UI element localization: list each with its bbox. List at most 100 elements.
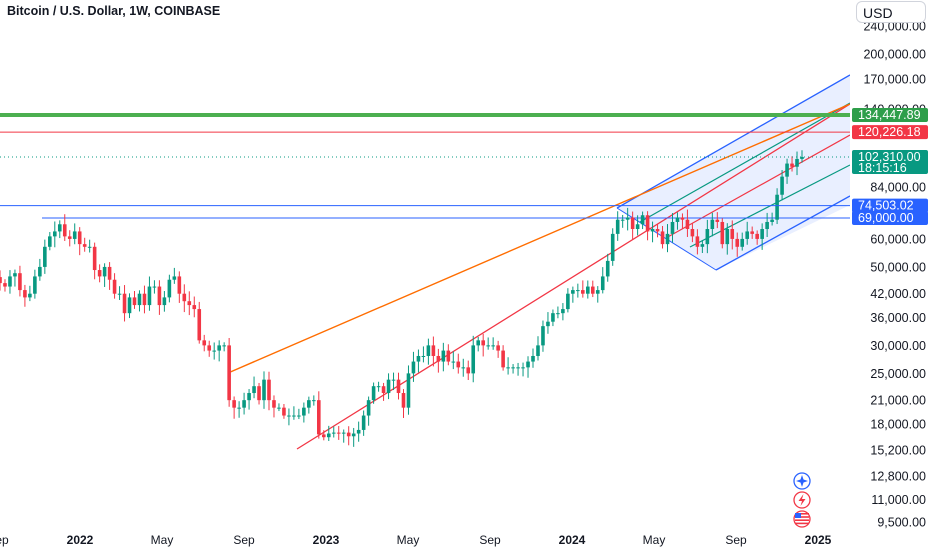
candle (297, 408, 301, 420)
price-tick-label: 18,000.00 (870, 417, 926, 431)
candle-body (252, 386, 256, 394)
candle-body (685, 219, 690, 230)
horizontal-lines[interactable] (0, 112, 850, 207)
candle-body (620, 219, 625, 221)
candle (655, 223, 660, 238)
candle-body (476, 340, 481, 346)
candle-body (640, 215, 645, 225)
time-tick-label: Sep (479, 533, 501, 547)
pitchfork-median (665, 134, 850, 239)
candle-body (77, 231, 82, 245)
pitchfork-upper-line (616, 74, 850, 209)
candle (690, 223, 695, 243)
candle (0, 270, 2, 291)
candle-body (8, 276, 12, 287)
chart-drawings[interactable] (42, 74, 850, 450)
candle (576, 283, 580, 298)
candle (556, 306, 560, 319)
us-flag-icon (793, 510, 811, 528)
candle-body (97, 270, 102, 277)
candle (282, 404, 286, 419)
price-label-bg (852, 198, 928, 213)
candle (167, 274, 172, 303)
price-label-text: 74,503.02 (858, 199, 914, 213)
candle (710, 212, 715, 237)
candle (43, 239, 47, 274)
candle-body (167, 279, 172, 298)
candle (461, 358, 466, 377)
side-icons[interactable] (793, 472, 811, 528)
candle (321, 430, 326, 441)
candle (511, 364, 515, 374)
candle-body (142, 293, 147, 306)
candle-body (312, 400, 316, 402)
candle-body (501, 350, 505, 368)
candle (491, 337, 495, 350)
candle (730, 220, 735, 250)
flash-icon-bolt (798, 494, 806, 506)
candle-body (57, 224, 62, 232)
candle (272, 395, 276, 418)
candle (192, 296, 197, 318)
candle (526, 356, 530, 378)
candle-body (92, 246, 97, 271)
candle-body (72, 231, 77, 239)
candle (521, 362, 525, 377)
candle-body (471, 345, 476, 374)
candle (630, 211, 635, 240)
candle (640, 211, 645, 230)
candle (800, 150, 804, 163)
candle (97, 264, 102, 283)
pitchfork-inner-upper (639, 102, 850, 223)
candle (312, 395, 316, 406)
candle-body (302, 407, 306, 416)
candle (336, 426, 341, 440)
candle (745, 221, 750, 245)
candle-body (282, 407, 286, 416)
candle (785, 158, 789, 184)
candle (486, 337, 490, 350)
time-tick-label: May (643, 533, 666, 547)
time-tick-label: 2023 (313, 533, 340, 547)
candle (152, 280, 157, 294)
candle (252, 376, 256, 399)
currency-selector[interactable]: USD (856, 1, 926, 23)
candle-body (710, 219, 715, 230)
candle-body (436, 355, 441, 362)
candle-body (386, 379, 391, 394)
price-label-bg (852, 107, 928, 122)
candle (650, 221, 655, 243)
candle (590, 280, 595, 298)
candle-body (237, 407, 241, 409)
candle-body (526, 361, 530, 368)
candle (750, 226, 754, 239)
candle (317, 391, 321, 439)
candle (351, 427, 356, 447)
price-axis[interactable]: 240,000.00200,000.00170,000.00140,000.00… (863, 19, 926, 529)
candle-body (28, 293, 32, 298)
candle (670, 213, 675, 243)
candle-body (481, 340, 485, 346)
candle-body (581, 290, 585, 294)
candle-body (33, 276, 37, 294)
candle-body (107, 266, 112, 280)
candle (207, 340, 212, 357)
candle (496, 340, 500, 358)
candle-body (506, 367, 510, 369)
candle (735, 232, 740, 257)
candle-body (745, 231, 750, 239)
candle-body (132, 297, 137, 306)
candle (262, 371, 266, 409)
candle (665, 224, 670, 253)
candle-body (660, 231, 665, 245)
candle (57, 220, 62, 239)
candle (760, 223, 764, 250)
candle (720, 218, 725, 249)
candle (127, 293, 132, 319)
candle-body (366, 400, 371, 416)
candle (212, 342, 216, 360)
time-axis[interactable]: Sep 2022 May Sep 2023 May Sep 2024 May Sep 2025 (0, 533, 832, 547)
candle (391, 372, 396, 391)
time-tick-label: 2025 (805, 533, 832, 547)
